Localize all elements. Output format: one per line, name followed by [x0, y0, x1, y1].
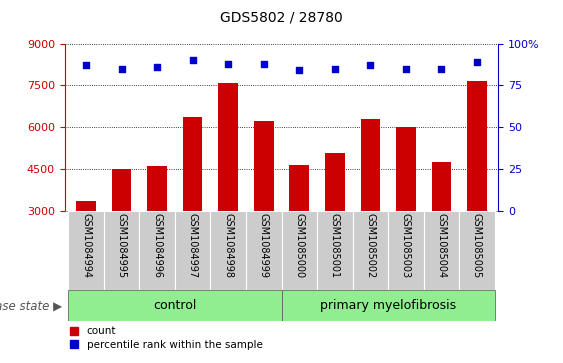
Text: GSM1084999: GSM1084999	[259, 213, 269, 278]
Bar	[254, 122, 274, 294]
Text: GSM1084998: GSM1084998	[223, 213, 233, 278]
Point	[472, 59, 481, 65]
Text: GSM1085004: GSM1085004	[436, 213, 446, 278]
Bar	[432, 162, 451, 294]
Point	[188, 57, 197, 63]
Bar	[467, 81, 486, 294]
Text: GSM1085002: GSM1085002	[365, 213, 376, 278]
Bar	[140, 211, 175, 290]
Text: GDS5802 / 28780: GDS5802 / 28780	[220, 11, 343, 25]
Point	[224, 61, 233, 66]
Bar	[68, 290, 282, 321]
Text: GSM1085005: GSM1085005	[472, 213, 482, 278]
Text: GSM1085001: GSM1085001	[330, 213, 340, 278]
Bar	[352, 211, 388, 290]
Bar	[183, 117, 203, 294]
Bar	[112, 169, 131, 294]
Text: GSM1084994: GSM1084994	[81, 213, 91, 278]
Bar	[423, 211, 459, 290]
Point	[82, 62, 91, 68]
Text: primary myelofibrosis: primary myelofibrosis	[320, 299, 456, 312]
Text: disease state ▶: disease state ▶	[0, 299, 62, 312]
Point	[401, 66, 410, 72]
Bar	[211, 211, 246, 290]
Bar	[396, 127, 415, 294]
Legend: count, percentile rank within the sample: count, percentile rank within the sample	[70, 326, 262, 350]
Text: GSM1085000: GSM1085000	[294, 213, 304, 278]
Bar	[68, 211, 104, 290]
Bar	[317, 211, 352, 290]
Bar	[175, 211, 211, 290]
Bar	[360, 119, 380, 294]
Text: GSM1084996: GSM1084996	[152, 213, 162, 278]
Bar	[289, 165, 309, 294]
Text: control: control	[153, 299, 196, 312]
Point	[330, 66, 339, 72]
Point	[437, 66, 446, 72]
Point	[259, 61, 268, 66]
Bar	[325, 154, 345, 294]
Bar	[246, 211, 282, 290]
Text: GSM1084997: GSM1084997	[187, 213, 198, 278]
Bar	[282, 211, 317, 290]
Bar	[218, 82, 238, 294]
Bar	[148, 166, 167, 294]
Text: GSM1084995: GSM1084995	[117, 213, 127, 278]
Bar	[388, 211, 423, 290]
Bar	[282, 290, 495, 321]
Point	[117, 66, 126, 72]
Point	[366, 62, 375, 68]
Point	[295, 68, 304, 73]
Point	[153, 64, 162, 70]
Bar	[459, 211, 495, 290]
Bar	[104, 211, 140, 290]
Text: GSM1085003: GSM1085003	[401, 213, 411, 278]
Bar	[77, 201, 96, 294]
